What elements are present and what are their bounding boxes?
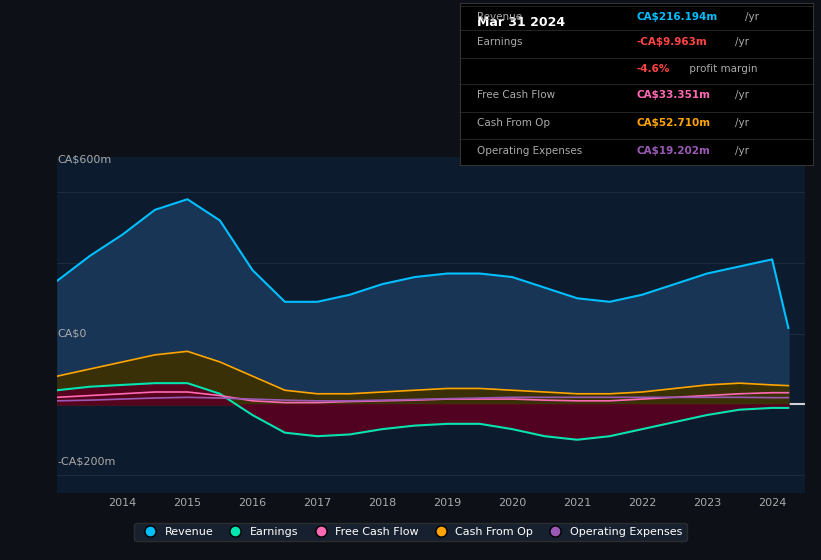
Text: -CA$9.963m: -CA$9.963m	[636, 37, 707, 47]
Text: CA$216.194m: CA$216.194m	[636, 12, 718, 22]
Text: Earnings: Earnings	[478, 37, 523, 47]
Text: Operating Expenses: Operating Expenses	[478, 146, 583, 156]
Text: /yr: /yr	[735, 37, 749, 47]
Text: /yr: /yr	[745, 12, 759, 22]
Text: CA$19.202m: CA$19.202m	[636, 146, 710, 156]
Text: CA$600m: CA$600m	[57, 155, 112, 165]
Text: Free Cash Flow: Free Cash Flow	[478, 90, 556, 100]
Text: Revenue: Revenue	[478, 12, 522, 22]
Legend: Revenue, Earnings, Free Cash Flow, Cash From Op, Operating Expenses: Revenue, Earnings, Free Cash Flow, Cash …	[135, 522, 686, 542]
Text: CA$33.351m: CA$33.351m	[636, 90, 710, 100]
Text: -4.6%: -4.6%	[636, 64, 670, 74]
Text: CA$0: CA$0	[57, 328, 87, 338]
Text: Mar 31 2024: Mar 31 2024	[478, 16, 566, 29]
Text: Cash From Op: Cash From Op	[478, 118, 550, 128]
Text: -CA$200m: -CA$200m	[57, 457, 116, 467]
Text: /yr: /yr	[735, 146, 749, 156]
Text: /yr: /yr	[735, 90, 749, 100]
Text: CA$52.710m: CA$52.710m	[636, 118, 710, 128]
Text: profit margin: profit margin	[686, 64, 757, 74]
Text: /yr: /yr	[735, 118, 749, 128]
